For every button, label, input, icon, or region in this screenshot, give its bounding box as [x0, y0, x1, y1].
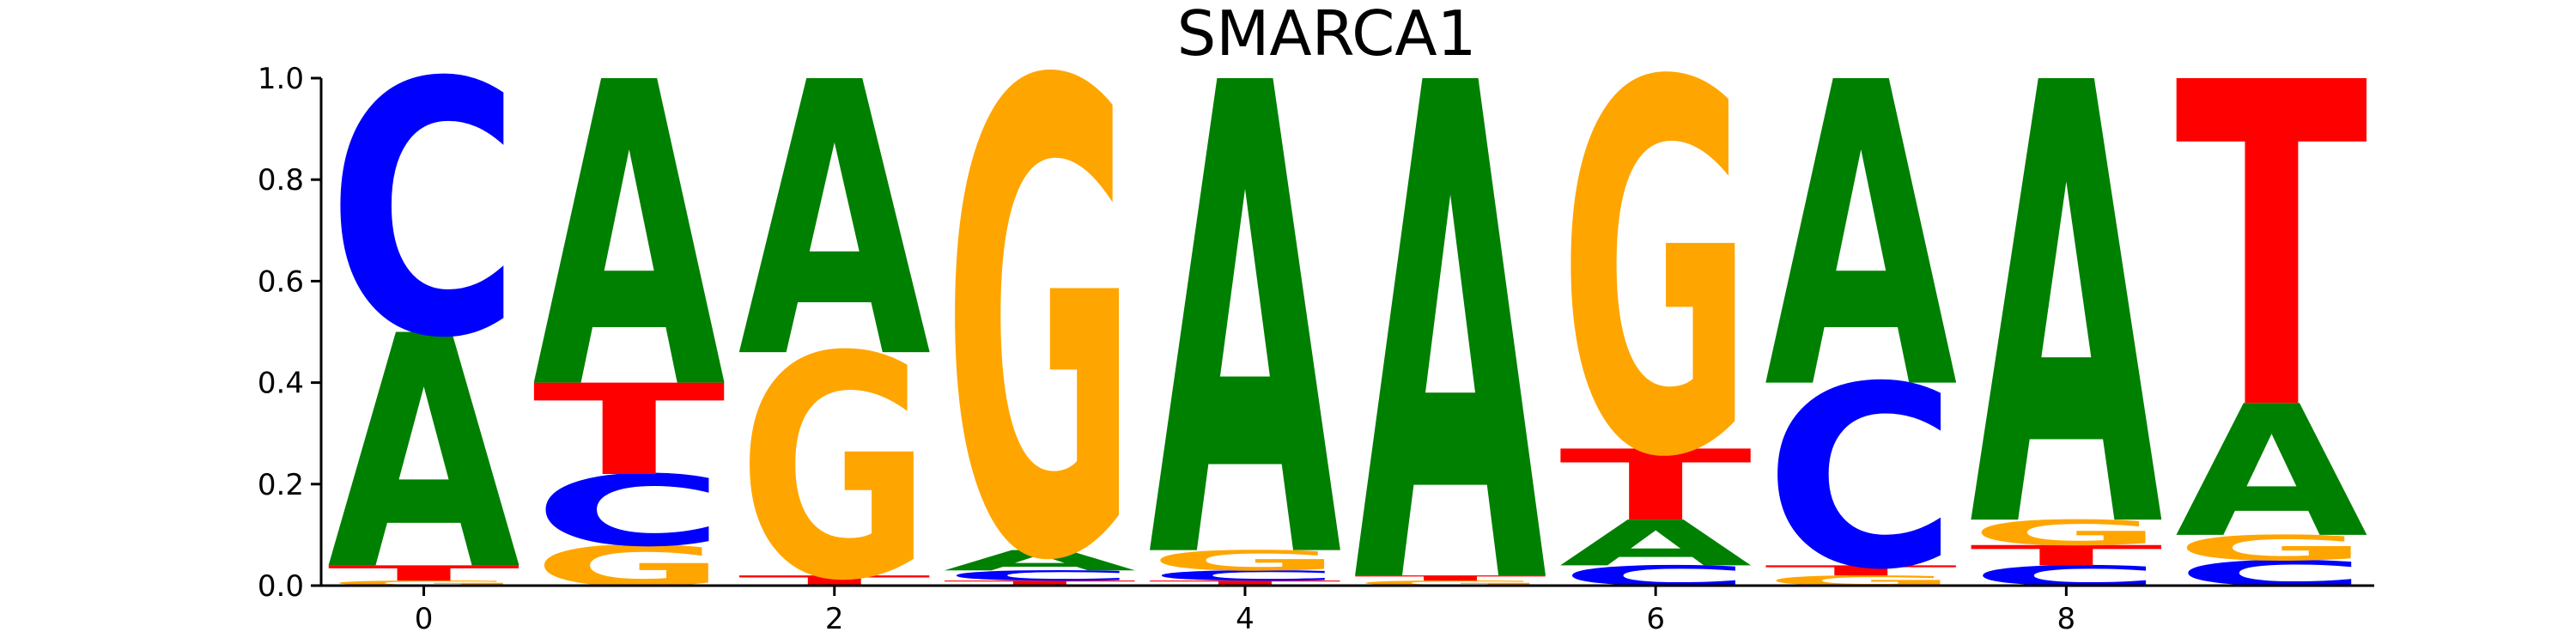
x-tick-label: 4 [1236, 602, 1255, 636]
logo-letter-G-pos4: G [1149, 544, 1342, 577]
logo-letter-T-pos0: T [327, 562, 520, 586]
logo-letter-T-pos3: T [943, 579, 1136, 586]
y-tick-label: 0.6 [258, 264, 304, 299]
logo-letter-T-pos1: T [532, 358, 726, 504]
logo-letter-A-pos6: A [1559, 507, 1753, 580]
logo-letter-T-pos8: T [1970, 539, 2163, 572]
logo-letter-C-pos3: C [943, 568, 1136, 584]
logo-letter-T-pos6: T [1559, 429, 1753, 543]
logo-letter-T-pos5: T [1354, 574, 1547, 582]
logo-letter-G-pos0: G [327, 579, 520, 586]
logo-letter-C-pos0: C [327, 9, 520, 415]
logo-letter-T-pos4: T [1149, 579, 1342, 586]
logo-letter-G-pos8: G [1970, 513, 2163, 553]
logo-letter-A-pos9: A [2175, 368, 2368, 578]
logo-letter-A-pos8: A [1970, 0, 2165, 644]
logo-letter-C-pos1: C [532, 455, 726, 568]
logo-letter-T-pos9: T [2175, 0, 2370, 508]
logo-letter-G-pos5: G [1354, 579, 1547, 586]
logo-letter-A-pos5: A [1354, 0, 1549, 644]
x-tick-label: 6 [1646, 602, 1665, 636]
logo-letter-G-pos9: G [2175, 528, 2368, 568]
y-tick-label: 0.8 [258, 163, 304, 197]
x-tick-label: 8 [2057, 602, 2076, 636]
axes: 0.0 0.2 0.4 0.6 0.8 1.0 0 2 4 6 8 [258, 62, 2374, 636]
chart-title: SMARCA1 [1177, 0, 1477, 70]
logo-letter-A-pos4: A [1149, 0, 1344, 644]
logo-letter-A-pos1: A [532, 0, 727, 482]
logo-letter-G-pos3: G [943, 0, 1136, 644]
logo-letter-C-pos7: C [1765, 332, 1958, 625]
x-tick-label: 2 [825, 602, 844, 636]
y-tick-label: 0.0 [258, 569, 304, 604]
logo-letter-T-pos7: T [1765, 562, 1958, 579]
x-tick-label: 0 [415, 602, 434, 636]
y-tick-label: 0.4 [258, 367, 304, 401]
logo-letter-C-pos4: C [1149, 568, 1342, 584]
logo-letter-A-pos0: A [327, 268, 522, 641]
y-tick-label: 1.0 [258, 62, 304, 96]
logo-letter-A-pos7: A [1765, 0, 1959, 482]
logo-letter-G-pos1: G [532, 534, 726, 599]
logo-letter-A-pos3: A [943, 544, 1136, 577]
logo-letter-G-pos6: G [1559, 0, 1753, 568]
logo-letter-C-pos9: C [2175, 553, 2368, 593]
y-tick-label: 0.2 [258, 468, 304, 502]
logo-letter-A-pos2: A [738, 3, 933, 441]
